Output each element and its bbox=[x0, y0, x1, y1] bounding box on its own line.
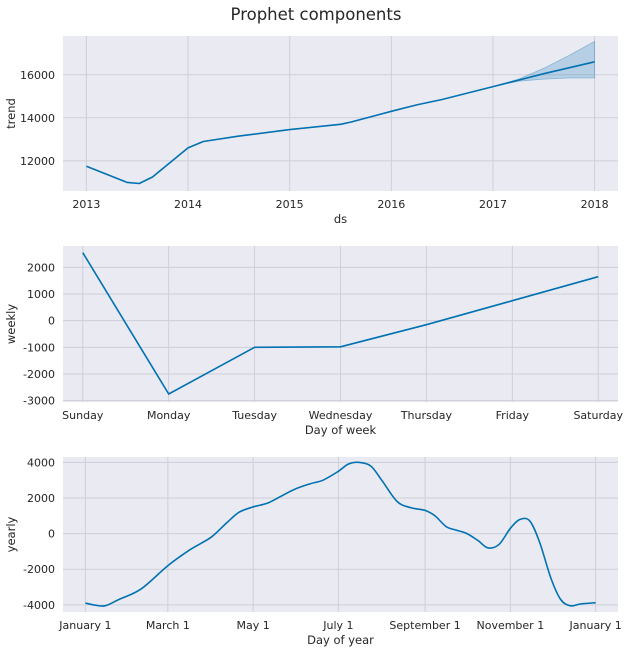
panel-2-xtick-label: Sunday bbox=[62, 409, 104, 422]
panel-3-xtick-label: January 1 bbox=[569, 619, 622, 632]
panel-1-xtick-label: 2014 bbox=[174, 198, 202, 211]
panel-2-ytick-label: -2000 bbox=[23, 368, 55, 381]
panel-1-xtick-label: 2017 bbox=[479, 198, 507, 211]
panel-2-xtick-label: Monday bbox=[147, 409, 191, 422]
panel-2-ytick-label: -3000 bbox=[23, 395, 55, 408]
panel-3-ytick-label: 4000 bbox=[27, 456, 55, 469]
panel-2-series-line bbox=[82, 252, 599, 395]
panel-2-xlabel: Day of week bbox=[305, 423, 377, 437]
panel-1-ytick-label: 16000 bbox=[20, 69, 55, 82]
panel-3-ytick-label: 2000 bbox=[27, 492, 55, 505]
panel-1-xtick-label: 2016 bbox=[377, 198, 405, 211]
panel-3-xlabel: Day of year bbox=[307, 633, 374, 647]
panel-2-xtick-label: Thursday bbox=[400, 409, 453, 422]
panel-3-xtick-label: July 1 bbox=[322, 619, 353, 632]
panel-2-xtick-label: Wednesday bbox=[309, 409, 373, 422]
panel-1-xtick-label: 2018 bbox=[581, 198, 609, 211]
panel-3-ytick-label: 0 bbox=[48, 528, 55, 541]
panel-2-xtick-label: Saturday bbox=[573, 409, 623, 422]
panel-3-xtick-label: March 1 bbox=[146, 619, 190, 632]
panel-3-xtick-label: November 1 bbox=[476, 619, 544, 632]
panel-2-ytick-label: -1000 bbox=[23, 341, 55, 354]
figure-title: Prophet components bbox=[231, 5, 402, 24]
panel-1-ytick-label: 12000 bbox=[20, 155, 55, 168]
panel-3-ytick-label: -4000 bbox=[23, 599, 55, 612]
panel-2-ytick-label: 2000 bbox=[27, 261, 55, 274]
panel-3-plot-area bbox=[63, 457, 618, 612]
panel-1-xtick-label: 2015 bbox=[276, 198, 304, 211]
panel-2-ytick-label: 1000 bbox=[27, 288, 55, 301]
panel-1-uncertainty-band bbox=[492, 40, 595, 87]
panel-3-ylabel: yearly bbox=[4, 516, 18, 552]
panel-3-xtick-label: January 1 bbox=[58, 619, 111, 632]
panel-2-ylabel: weekly bbox=[4, 304, 18, 344]
panel-3-ytick-label: -2000 bbox=[23, 563, 55, 576]
panel-2-ytick-label: 0 bbox=[48, 315, 55, 328]
panel-3-xtick-label: September 1 bbox=[389, 619, 460, 632]
panel-3-series-line bbox=[85, 461, 596, 607]
panel-2-xtick-label: Friday bbox=[496, 409, 530, 422]
panel-1-xlabel: ds bbox=[334, 212, 347, 226]
panel-3-xtick-label: May 1 bbox=[237, 619, 270, 632]
panel-2-xtick-label: Tuesday bbox=[231, 409, 277, 422]
panel-1-series-line bbox=[86, 61, 595, 185]
panel-1-plot-area bbox=[63, 36, 618, 191]
panel-1-ytick-label: 14000 bbox=[20, 112, 55, 125]
panel-1-xtick-label: 2013 bbox=[72, 198, 100, 211]
panel-1-ylabel: trend bbox=[4, 98, 18, 129]
